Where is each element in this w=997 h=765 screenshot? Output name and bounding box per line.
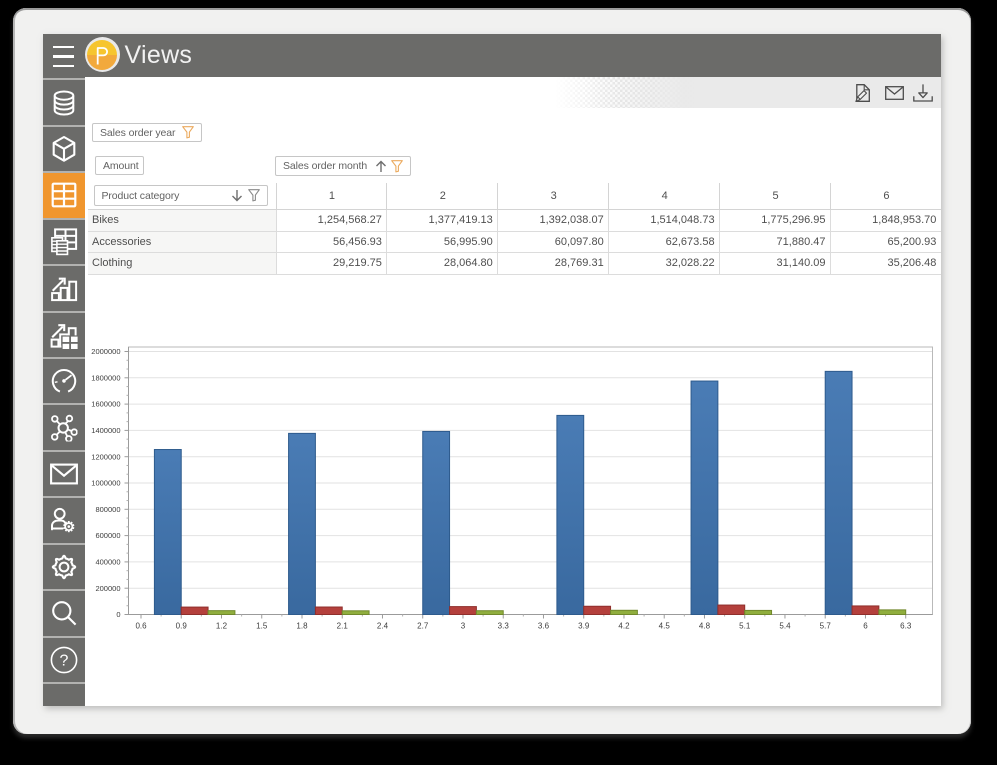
- svg-text:2.1: 2.1: [337, 622, 349, 631]
- svg-text:2.4: 2.4: [377, 622, 389, 631]
- svg-text:800000: 800000: [95, 505, 120, 514]
- svg-text:3.9: 3.9: [578, 622, 590, 631]
- svg-text:5.4: 5.4: [779, 622, 791, 631]
- svg-text:6.3: 6.3: [900, 622, 912, 631]
- svg-text:?: ?: [60, 652, 69, 669]
- svg-text:1.2: 1.2: [216, 622, 228, 631]
- svg-text:0: 0: [116, 610, 120, 619]
- svg-text:2.7: 2.7: [417, 622, 429, 631]
- svg-text:4.8: 4.8: [699, 622, 711, 631]
- svg-text:1600000: 1600000: [91, 400, 120, 409]
- svg-text:2000000: 2000000: [91, 347, 120, 356]
- svg-text:200000: 200000: [95, 584, 120, 593]
- svg-text:4.5: 4.5: [659, 622, 671, 631]
- svg-text:6: 6: [863, 622, 868, 631]
- svg-text:3.6: 3.6: [538, 622, 550, 631]
- svg-text:5.1: 5.1: [739, 622, 751, 631]
- svg-text:0.9: 0.9: [176, 622, 188, 631]
- svg-text:400000: 400000: [95, 558, 120, 567]
- svg-text:4.2: 4.2: [618, 622, 630, 631]
- svg-text:3: 3: [461, 622, 466, 631]
- svg-text:3.3: 3.3: [498, 622, 510, 631]
- svg-text:1.5: 1.5: [256, 622, 268, 631]
- svg-text:0.6: 0.6: [135, 622, 147, 631]
- svg-text:1000000: 1000000: [91, 479, 120, 488]
- svg-text:1200000: 1200000: [91, 452, 120, 461]
- svg-text:5.7: 5.7: [820, 622, 832, 631]
- svg-text:600000: 600000: [95, 531, 120, 540]
- svg-text:1800000: 1800000: [91, 373, 120, 382]
- svg-text:1.8: 1.8: [296, 622, 308, 631]
- svg-text:1400000: 1400000: [91, 426, 120, 435]
